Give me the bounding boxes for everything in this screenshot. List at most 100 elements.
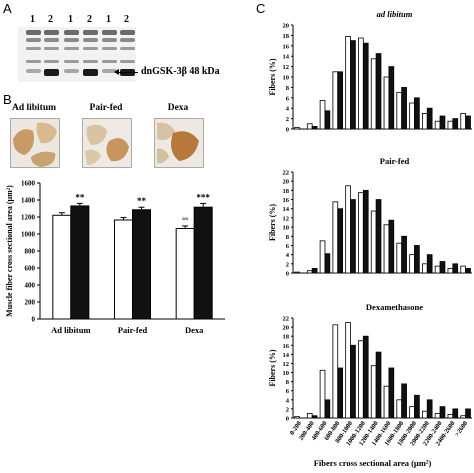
bar-white	[52, 214, 72, 320]
bar-black	[465, 268, 471, 274]
micrograph-label: Ad libitum	[11, 103, 57, 113]
y-tick-label: 16	[283, 343, 290, 350]
y-tick-label: 16	[283, 43, 290, 50]
blot-band	[44, 69, 59, 76]
histogram-1: 0 2 4 6 8 10 12 14 16 18 20 Fibers (%) ad libitum	[268, 9, 472, 134]
x-category-label: Dexa	[185, 325, 204, 335]
x-category-label: Pair-fed	[118, 325, 148, 335]
y-tick-label: 1000	[21, 231, 36, 239]
y-tick-label: 12	[283, 215, 290, 222]
bar-black	[311, 126, 318, 130]
y-tick-label: 6	[286, 388, 290, 395]
bar-white	[370, 58, 377, 130]
bar-black	[337, 367, 344, 419]
blot-lane-label: 1	[30, 14, 35, 25]
bar-black	[193, 206, 213, 320]
y-tick-label: 1200	[21, 214, 36, 222]
bar-white	[383, 224, 390, 274]
blot-band	[102, 38, 117, 42]
y-tick-label: 2	[286, 116, 289, 123]
y-tick-label: 0	[286, 416, 289, 423]
y-tick-label: 10	[283, 370, 290, 377]
bar-white	[447, 120, 454, 130]
bar-white	[114, 219, 133, 320]
bar-white	[358, 37, 364, 130]
blot-lane-label: 2	[124, 14, 129, 25]
bar-white	[175, 227, 195, 320]
blot-lane-label: 1	[68, 14, 73, 25]
bar-white	[319, 369, 326, 419]
bar-black	[452, 263, 459, 274]
blot-band	[64, 69, 79, 73]
y-tick-label: 18	[283, 188, 290, 195]
y-tick-label: 10	[283, 225, 290, 232]
bar-black	[388, 367, 395, 419]
blot-band	[26, 60, 41, 63]
histogram-title: Dexamethasone	[366, 302, 423, 312]
blot-band	[26, 38, 41, 42]
blot-band	[102, 60, 117, 63]
bar-black	[70, 205, 90, 320]
blot-band	[64, 60, 79, 63]
y-tick-label: 1400	[21, 197, 36, 205]
bar-black	[439, 406, 446, 419]
bar-white	[306, 413, 313, 419]
y-tick-label: 8	[286, 379, 290, 386]
bar-white	[370, 365, 377, 419]
bar-black	[439, 261, 446, 274]
bar-white	[358, 192, 364, 274]
y-tick-label: 12	[283, 64, 290, 71]
blot-arrow-icon	[114, 69, 138, 75]
bar-white	[447, 268, 454, 274]
bar-black	[401, 87, 407, 130]
y-axis-label: Fibers (%)	[268, 204, 277, 241]
panel-letter-a: A	[3, 1, 12, 16]
bar-black	[465, 115, 471, 130]
bar-black	[426, 399, 433, 419]
bar-white	[421, 263, 428, 274]
y-tick-label: 6	[286, 243, 290, 250]
bar-black	[311, 268, 318, 274]
bar-white	[345, 36, 351, 130]
bar-black	[311, 415, 318, 419]
bar-black	[426, 254, 433, 274]
blot-band	[83, 30, 98, 35]
bar-white	[409, 406, 415, 419]
bar-white	[345, 322, 351, 419]
x-tick-label: >2600	[454, 420, 469, 438]
bar-white	[306, 270, 313, 274]
y-tick-label: 8	[286, 234, 290, 241]
blot-band	[120, 47, 135, 50]
y-tick-label: 18	[283, 334, 290, 341]
y-tick-label: 4	[286, 397, 290, 404]
bar-black	[324, 253, 331, 274]
y-tick-label: 20	[283, 325, 290, 332]
bar-black	[350, 40, 356, 130]
bar-white	[332, 71, 339, 130]
blot-band	[102, 69, 117, 73]
bar-black	[388, 66, 395, 130]
y-tick-label: 2	[286, 406, 289, 413]
y-tick-label: 22	[283, 316, 290, 323]
histogram-title: ad libitum	[377, 9, 413, 19]
y-tick-label: 800	[25, 248, 36, 256]
x-axis-label: Fibers cross sectional area (µm²)	[314, 458, 432, 468]
bar-white	[319, 240, 326, 274]
bar-white	[396, 242, 403, 274]
y-axis-label: Fibers (%)	[268, 349, 277, 386]
bar-black	[350, 199, 356, 274]
bar-white	[383, 76, 390, 130]
blot-band	[120, 38, 135, 42]
bar-black	[362, 42, 369, 130]
bar-black	[324, 399, 331, 419]
bar-white	[434, 120, 441, 130]
bar-white	[294, 271, 300, 274]
panel-b-chart: 0 200 400 600 800 1000 1200 1400 1600 Muscle fibe…	[5, 180, 225, 335]
bar-black	[337, 71, 344, 130]
blot-band	[26, 47, 41, 50]
bar-white	[332, 324, 339, 419]
significance-mark: **	[137, 196, 147, 206]
blot-band	[83, 47, 98, 50]
bar-black	[324, 110, 331, 130]
bar-black	[452, 118, 459, 130]
